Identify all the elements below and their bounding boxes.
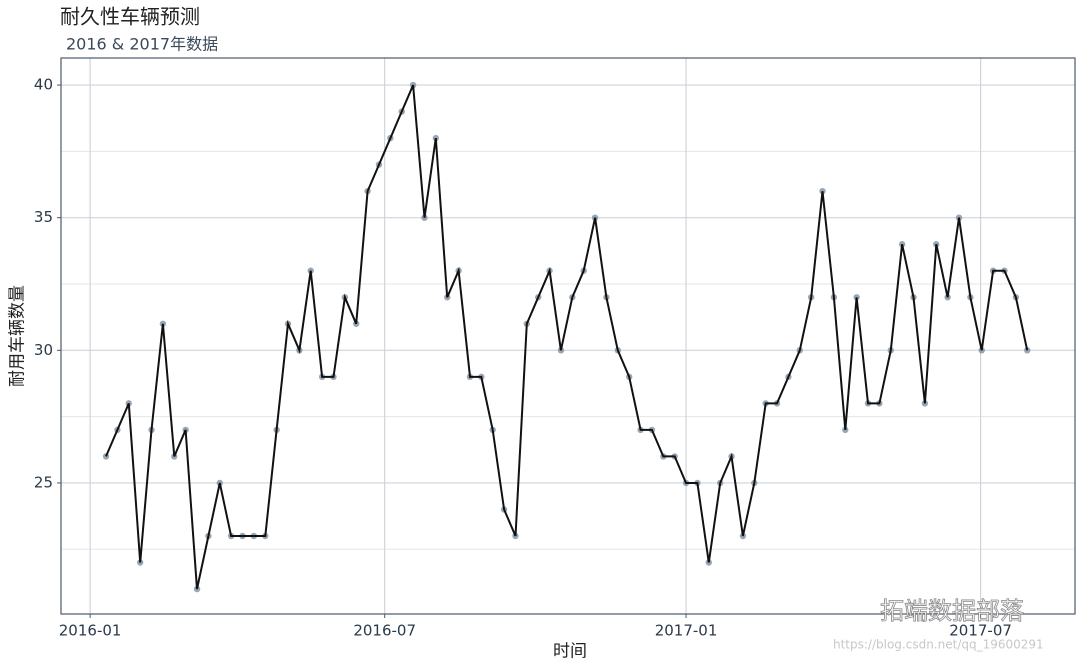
chart-subtitle: 2016 & 2017年数据 bbox=[66, 35, 218, 54]
chart-title: 耐久性车辆预测 bbox=[60, 5, 200, 29]
watermark: 拓端数据部落 bbox=[880, 597, 1024, 625]
x-tick-label: 2016-01 bbox=[59, 622, 122, 640]
point bbox=[1024, 347, 1031, 354]
x-axis-label: 时间 bbox=[553, 642, 587, 662]
x-tick-label: 2017-07 bbox=[949, 622, 1012, 640]
watermark-url: https://blog.csdn.net/qq_19600291 bbox=[833, 638, 1044, 652]
plot-border bbox=[60, 57, 1076, 615]
y-tick-label: 25 bbox=[34, 473, 53, 491]
y-tick-label: 35 bbox=[34, 208, 53, 226]
y-tick-label: 30 bbox=[34, 341, 53, 359]
line bbox=[105, 84, 1029, 590]
y-axis-label: 耐用车辆数量 bbox=[8, 285, 28, 387]
y-tick-label: 40 bbox=[34, 76, 53, 94]
x-tick-label: 2017-01 bbox=[655, 622, 718, 640]
x-tick-label: 2016-07 bbox=[353, 622, 416, 640]
